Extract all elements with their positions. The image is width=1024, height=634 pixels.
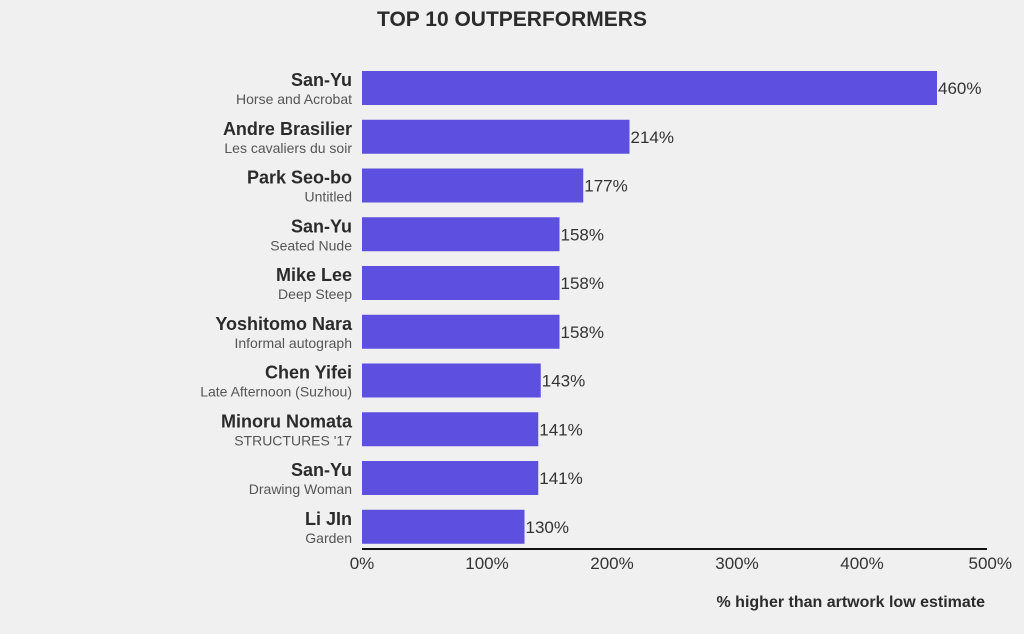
category-artist-label: Minoru Nomata — [221, 411, 353, 431]
bar — [362, 217, 560, 252]
bar-value-label: 158% — [561, 225, 604, 244]
category-artist-label: Yoshitomo Nara — [215, 314, 353, 334]
bar-value-label: 158% — [561, 274, 604, 293]
x-tick-label: 200% — [590, 554, 633, 573]
bar-value-label: 141% — [539, 469, 582, 488]
bar — [362, 509, 525, 544]
bar-value-label: 143% — [542, 372, 585, 391]
bar-value-label: 141% — [539, 420, 582, 439]
bar — [362, 119, 630, 154]
category-artwork-label: Late Afternoon (Suzhou) — [200, 384, 352, 400]
x-tick-label: 100% — [465, 554, 508, 573]
x-tick-label: 500% — [969, 554, 1012, 573]
category-artist-label: San-Yu — [291, 460, 352, 480]
bar — [362, 168, 584, 203]
category-artwork-label: Informal autograph — [234, 335, 352, 351]
category-artist-label: San-Yu — [291, 216, 352, 236]
bar-value-label: 214% — [631, 128, 674, 147]
bar — [362, 461, 539, 495]
category-artist-label: Andre Brasilier — [223, 119, 352, 139]
x-tick-label: 0% — [350, 554, 375, 573]
x-axis-label: % higher than artwork low estimate — [717, 594, 986, 611]
category-artist-label: San-Yu — [291, 70, 352, 90]
bar — [362, 363, 541, 398]
bar — [362, 266, 560, 300]
x-tick-label: 400% — [840, 554, 883, 573]
x-axis: 0% 100% 200% 300% 400% 500% — [350, 548, 1012, 573]
bar-value-label: 130% — [526, 518, 569, 537]
category-artwork-label: Drawing Woman — [249, 481, 352, 497]
chart-title: TOP 10 OUTPERFORMERS — [377, 8, 647, 31]
category-artwork-label: Seated Nude — [270, 237, 352, 253]
category-artwork-label: Horse and Acrobat — [236, 91, 352, 107]
category-artwork-label: STRUCTURES '17 — [234, 432, 352, 448]
category-artist-label: Park Seo-bo — [247, 168, 352, 188]
category-artist-label: Mike Lee — [276, 265, 352, 285]
bar-value-label: 460% — [938, 79, 981, 98]
bar — [362, 314, 560, 349]
category-artwork-label: Untitled — [305, 189, 352, 205]
category-artwork-label: Garden — [305, 530, 352, 546]
category-artist-label: Li JIn — [305, 509, 352, 529]
category-artwork-label: Les cavaliers du soir — [224, 140, 352, 156]
bar-value-label: 158% — [561, 323, 604, 342]
category-artwork-label: Deep Steep — [278, 286, 352, 302]
category-artist-label: Chen Yifei — [265, 363, 352, 383]
bar — [362, 71, 937, 105]
bar — [362, 412, 539, 447]
x-tick-label: 300% — [715, 554, 758, 573]
bar-value-label: 177% — [584, 177, 627, 196]
